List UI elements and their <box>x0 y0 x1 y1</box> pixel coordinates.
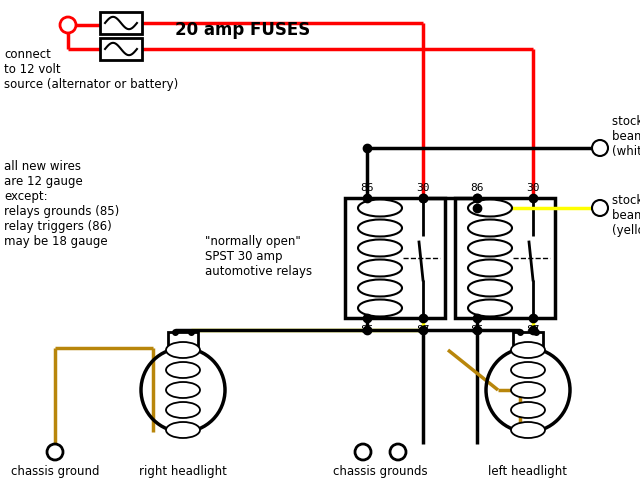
Ellipse shape <box>511 402 545 418</box>
Text: stock low
beam wire
(yellow): stock low beam wire (yellow) <box>612 194 640 237</box>
Ellipse shape <box>358 200 402 216</box>
Ellipse shape <box>468 219 512 237</box>
Ellipse shape <box>358 240 402 256</box>
Ellipse shape <box>358 260 402 276</box>
Ellipse shape <box>166 362 200 378</box>
Ellipse shape <box>468 300 512 316</box>
Text: 85: 85 <box>470 325 484 335</box>
Text: all new wires
are 12 gauge
except:
relays grounds (85)
relay triggers (86)
may b: all new wires are 12 gauge except: relay… <box>4 160 119 248</box>
Ellipse shape <box>358 219 402 237</box>
Bar <box>100 38 142 60</box>
Ellipse shape <box>511 422 545 438</box>
Bar <box>513 332 543 348</box>
Text: stock high
beam wire
(white): stock high beam wire (white) <box>612 115 640 158</box>
Text: 30: 30 <box>526 183 540 193</box>
Ellipse shape <box>511 362 545 378</box>
Ellipse shape <box>358 279 402 297</box>
Ellipse shape <box>166 382 200 398</box>
Ellipse shape <box>166 422 200 438</box>
Text: chassis grounds: chassis grounds <box>333 465 428 478</box>
Bar <box>168 332 198 348</box>
Ellipse shape <box>166 342 200 358</box>
Text: 20 amp FUSES: 20 amp FUSES <box>175 21 310 39</box>
Bar <box>345 198 445 318</box>
Ellipse shape <box>468 279 512 297</box>
Ellipse shape <box>511 342 545 358</box>
Text: 86: 86 <box>360 183 374 193</box>
Text: right headlight: right headlight <box>139 465 227 478</box>
Text: "normally open"
SPST 30 amp
automotive relays: "normally open" SPST 30 amp automotive r… <box>205 235 312 278</box>
Ellipse shape <box>166 402 200 418</box>
Ellipse shape <box>468 260 512 276</box>
Text: connect
to 12 volt
source (alternator or battery): connect to 12 volt source (alternator or… <box>4 48 179 91</box>
Text: 86: 86 <box>470 183 484 193</box>
Bar <box>455 198 555 318</box>
Ellipse shape <box>468 240 512 256</box>
Ellipse shape <box>511 382 545 398</box>
Text: 85: 85 <box>360 325 374 335</box>
Text: left headlight: left headlight <box>488 465 568 478</box>
Ellipse shape <box>358 300 402 316</box>
Text: 87: 87 <box>526 325 540 335</box>
Text: 87: 87 <box>416 325 429 335</box>
Ellipse shape <box>468 200 512 216</box>
Text: 30: 30 <box>416 183 429 193</box>
Bar <box>100 12 142 34</box>
Text: chassis ground: chassis ground <box>11 465 99 478</box>
